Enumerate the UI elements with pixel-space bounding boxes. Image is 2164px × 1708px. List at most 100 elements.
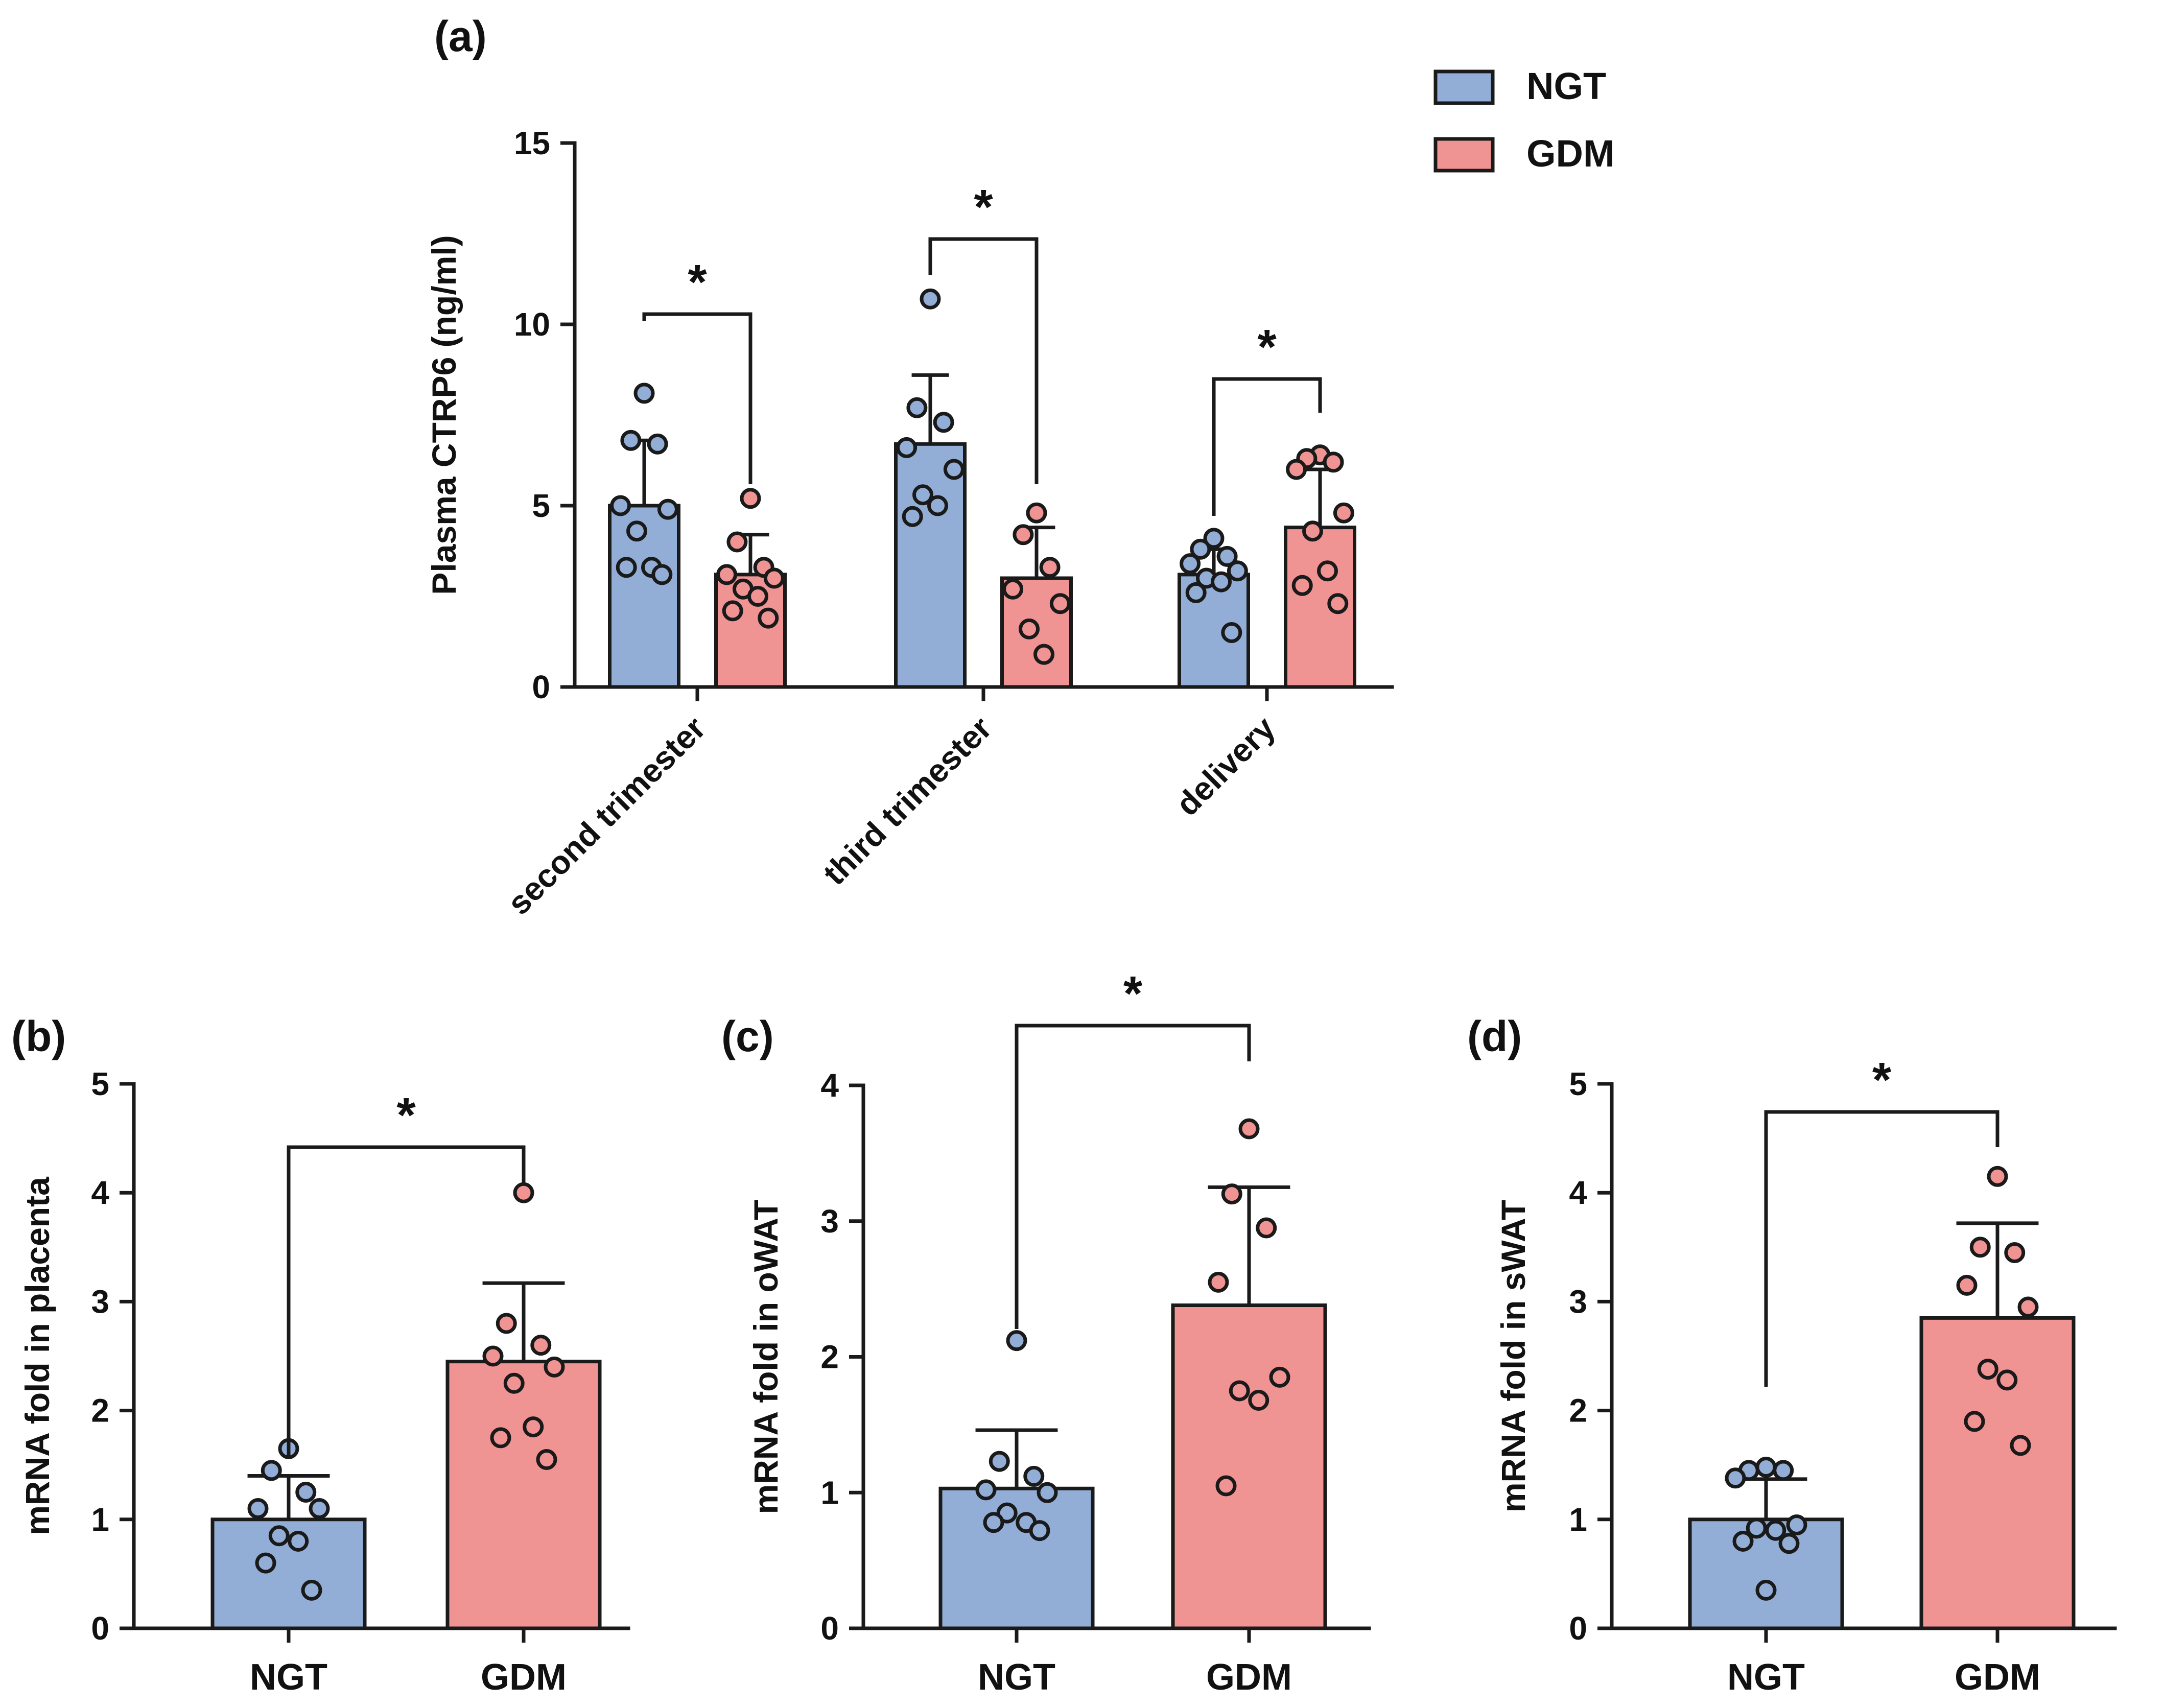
data-point bbox=[2010, 1435, 2031, 1456]
y-tick-label: 3 bbox=[91, 1283, 109, 1320]
data-point bbox=[758, 607, 779, 629]
data-point bbox=[1269, 1366, 1290, 1388]
panel-label: (b) bbox=[11, 1012, 66, 1060]
data-point bbox=[716, 564, 738, 585]
legend-label-gdm: GDM bbox=[1526, 132, 1615, 175]
data-point bbox=[247, 1498, 269, 1519]
x-tick-label: third trimester bbox=[816, 709, 999, 892]
y-tick-label: 0 bbox=[1569, 1610, 1587, 1647]
data-point bbox=[490, 1427, 511, 1449]
data-point bbox=[920, 288, 941, 310]
significance-star: * bbox=[1123, 966, 1143, 1021]
data-point bbox=[1002, 578, 1024, 600]
data-point bbox=[1732, 1530, 1754, 1552]
legend-label-ngt: NGT bbox=[1526, 65, 1606, 107]
significance-star: * bbox=[974, 180, 993, 234]
legend-swatch-gdm bbox=[1433, 137, 1495, 173]
panel-label: (a) bbox=[434, 12, 487, 60]
data-point bbox=[1778, 1533, 1800, 1554]
data-point bbox=[763, 567, 785, 589]
x-tick-label: second trimester bbox=[500, 709, 713, 922]
legend: NGT GDM bbox=[1433, 65, 1615, 175]
data-point bbox=[896, 437, 918, 458]
data-point bbox=[530, 1335, 552, 1356]
data-point bbox=[1238, 1118, 1260, 1140]
y-axis-label: mRNA fold in placenta bbox=[18, 1176, 56, 1535]
data-point bbox=[626, 520, 647, 542]
y-axis-label: mRNA fold in oWAT bbox=[747, 1200, 785, 1514]
data-point bbox=[657, 499, 678, 520]
data-point bbox=[1039, 557, 1061, 578]
significance-bracket bbox=[642, 312, 752, 484]
data-point bbox=[975, 1479, 997, 1501]
y-tick-label: 10 bbox=[514, 306, 550, 343]
significance-star: * bbox=[1257, 320, 1277, 374]
x-tick-label: GDM bbox=[481, 1657, 567, 1698]
y-tick-label: 5 bbox=[532, 487, 550, 524]
data-point bbox=[943, 459, 965, 480]
significance-bracket bbox=[1015, 1024, 1251, 1329]
data-point bbox=[983, 1512, 1004, 1533]
data-point bbox=[1977, 1359, 1998, 1380]
y-tick-label: 2 bbox=[1569, 1392, 1587, 1429]
bar bbox=[894, 442, 967, 689]
data-point bbox=[309, 1498, 330, 1519]
data-point bbox=[933, 412, 954, 433]
data-point bbox=[2004, 1242, 2026, 1263]
x-tick-label: GDM bbox=[1206, 1657, 1292, 1698]
data-point bbox=[647, 433, 668, 455]
data-point bbox=[482, 1345, 504, 1367]
data-point bbox=[261, 1460, 282, 1481]
x-tick-label: NGT bbox=[978, 1657, 1055, 1698]
data-point bbox=[740, 488, 761, 509]
data-point bbox=[1773, 1460, 1794, 1481]
data-point bbox=[268, 1525, 290, 1547]
y-tick-label: 5 bbox=[91, 1065, 109, 1102]
data-point bbox=[1180, 553, 1201, 575]
data-point bbox=[1248, 1390, 1269, 1411]
data-point bbox=[912, 484, 933, 506]
data-point bbox=[610, 495, 631, 516]
data-point bbox=[1256, 1217, 1277, 1239]
y-tick-label: 1 bbox=[91, 1501, 109, 1538]
data-point bbox=[1317, 560, 1338, 582]
y-tick-label: 4 bbox=[91, 1174, 109, 1211]
data-point bbox=[1013, 524, 1034, 545]
x-tick-label: NGT bbox=[250, 1657, 327, 1698]
y-tick-label: 4 bbox=[820, 1067, 839, 1104]
significance-star: * bbox=[1872, 1053, 1892, 1107]
x-tick-label: GDM bbox=[1955, 1657, 2040, 1698]
data-point bbox=[544, 1356, 565, 1378]
data-point bbox=[1323, 452, 1344, 473]
y-tick-label: 4 bbox=[1569, 1174, 1587, 1211]
data-point bbox=[1190, 538, 1211, 560]
data-point bbox=[1755, 1579, 1777, 1601]
y-axis-label: Plasma CTRP6 (ng/ml) bbox=[425, 235, 463, 595]
data-point bbox=[902, 506, 923, 527]
bar bbox=[1171, 1303, 1327, 1630]
data-point bbox=[1725, 1467, 1746, 1489]
data-point bbox=[1019, 618, 1040, 639]
y-axis-label: mRNA fold in sWAT bbox=[1494, 1200, 1532, 1512]
data-point bbox=[1291, 575, 1313, 596]
data-point bbox=[747, 586, 768, 607]
data-point bbox=[989, 1451, 1010, 1472]
data-point bbox=[1029, 1520, 1050, 1541]
y-tick-label: 2 bbox=[820, 1339, 839, 1375]
data-point bbox=[1221, 1183, 1242, 1205]
data-point bbox=[1956, 1274, 1978, 1296]
data-point bbox=[1211, 571, 1232, 592]
data-point bbox=[1755, 1456, 1777, 1478]
data-point bbox=[927, 495, 948, 516]
panel-label: (d) bbox=[1467, 1012, 1522, 1060]
data-point bbox=[255, 1552, 276, 1574]
data-point bbox=[2017, 1296, 2039, 1318]
significance-bracket bbox=[1212, 377, 1322, 516]
data-point bbox=[1023, 1465, 1045, 1487]
significance-bracket bbox=[1764, 1110, 2000, 1387]
data-point bbox=[496, 1313, 517, 1334]
y-tick-label: 0 bbox=[820, 1610, 839, 1647]
y-tick-label: 1 bbox=[1569, 1501, 1587, 1538]
bar bbox=[1919, 1316, 2076, 1630]
